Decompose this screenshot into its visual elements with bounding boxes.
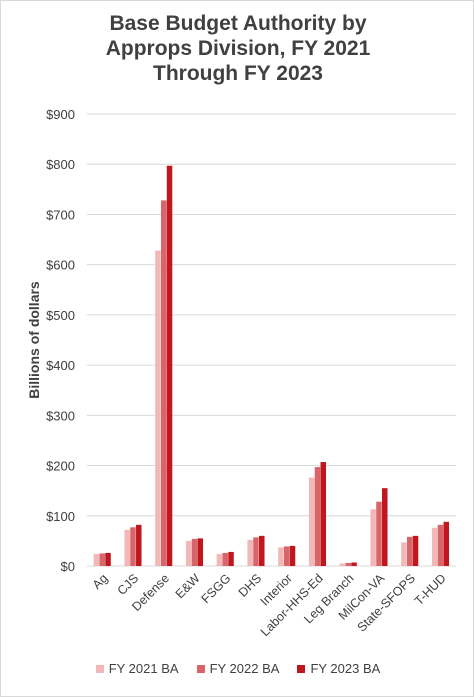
y-tick-label: $100 <box>46 509 75 524</box>
chart-legend: FY 2021 BA FY 2022 BA FY 2023 BA <box>1 661 474 676</box>
bar <box>431 527 438 566</box>
y-tick-label: $300 <box>46 408 75 423</box>
bar <box>382 488 388 566</box>
y-tick-label: $500 <box>46 308 75 323</box>
bar <box>339 563 346 566</box>
bar <box>401 542 407 566</box>
bar <box>351 562 357 566</box>
bar <box>247 539 253 566</box>
chart-title-line-2: Approps Division, FY 2021 <box>105 37 371 60</box>
bar <box>283 546 290 566</box>
bar <box>345 562 351 566</box>
bar <box>160 200 167 567</box>
y-tick-label: $700 <box>46 207 75 222</box>
bar <box>412 535 419 566</box>
bar <box>253 537 259 566</box>
legend-item: FY 2023 BA <box>297 661 380 676</box>
bar <box>278 547 284 566</box>
chart-title-line-3: Through FY 2023 <box>153 62 323 85</box>
bar <box>222 552 228 566</box>
bar <box>443 521 450 566</box>
bar <box>216 553 223 566</box>
legend-swatch <box>297 664 306 673</box>
x-tick-label: T-HUD <box>412 571 449 608</box>
bar <box>406 536 413 566</box>
bar <box>136 524 142 566</box>
bar <box>185 540 192 566</box>
y-axis-label: Billions of dollars <box>26 281 42 399</box>
bar <box>99 553 105 566</box>
bar <box>314 467 321 566</box>
legend-label: FY 2021 BA <box>108 661 179 676</box>
bar <box>228 551 234 566</box>
y-tick-label: $600 <box>46 258 75 273</box>
chart-title-line-1: Base Budget Authority by <box>109 12 367 35</box>
bar <box>197 538 204 566</box>
y-tick-label: $400 <box>46 358 75 373</box>
bar <box>93 553 100 566</box>
bar <box>130 527 136 566</box>
legend-item: FY 2021 BA <box>95 661 179 676</box>
x-tick-label: CJS <box>115 571 142 598</box>
bar <box>320 462 327 566</box>
bar <box>376 501 382 566</box>
bar <box>437 524 444 566</box>
y-tick-label: $0 <box>61 559 75 574</box>
bar <box>308 477 315 566</box>
x-tick-label: Ag <box>90 571 111 592</box>
bar <box>155 250 161 567</box>
chart-title: Base Budget Authority by Approps Divisio… <box>1 11 474 86</box>
y-tick-label: $200 <box>46 459 75 474</box>
legend-item: FY 2022 BA <box>196 661 280 676</box>
bar <box>370 509 376 566</box>
legend-label: FY 2022 BA <box>209 661 280 676</box>
legend-swatch <box>95 664 104 673</box>
bar <box>289 545 296 566</box>
bar <box>105 552 111 566</box>
x-tick-label: FSGG <box>199 571 234 606</box>
bar <box>166 165 173 566</box>
bar <box>191 538 198 566</box>
y-tick-label: $900 <box>46 107 75 122</box>
bar <box>259 535 265 566</box>
bar <box>124 529 130 566</box>
legend-swatch <box>196 664 205 673</box>
bar-chart: $0 $100 $200 $300 $400 $500 $600 $700 $800 $900 Bi… <box>26 107 456 639</box>
y-tick-label: $800 <box>46 157 75 172</box>
legend-label: FY 2023 BA <box>310 661 381 676</box>
